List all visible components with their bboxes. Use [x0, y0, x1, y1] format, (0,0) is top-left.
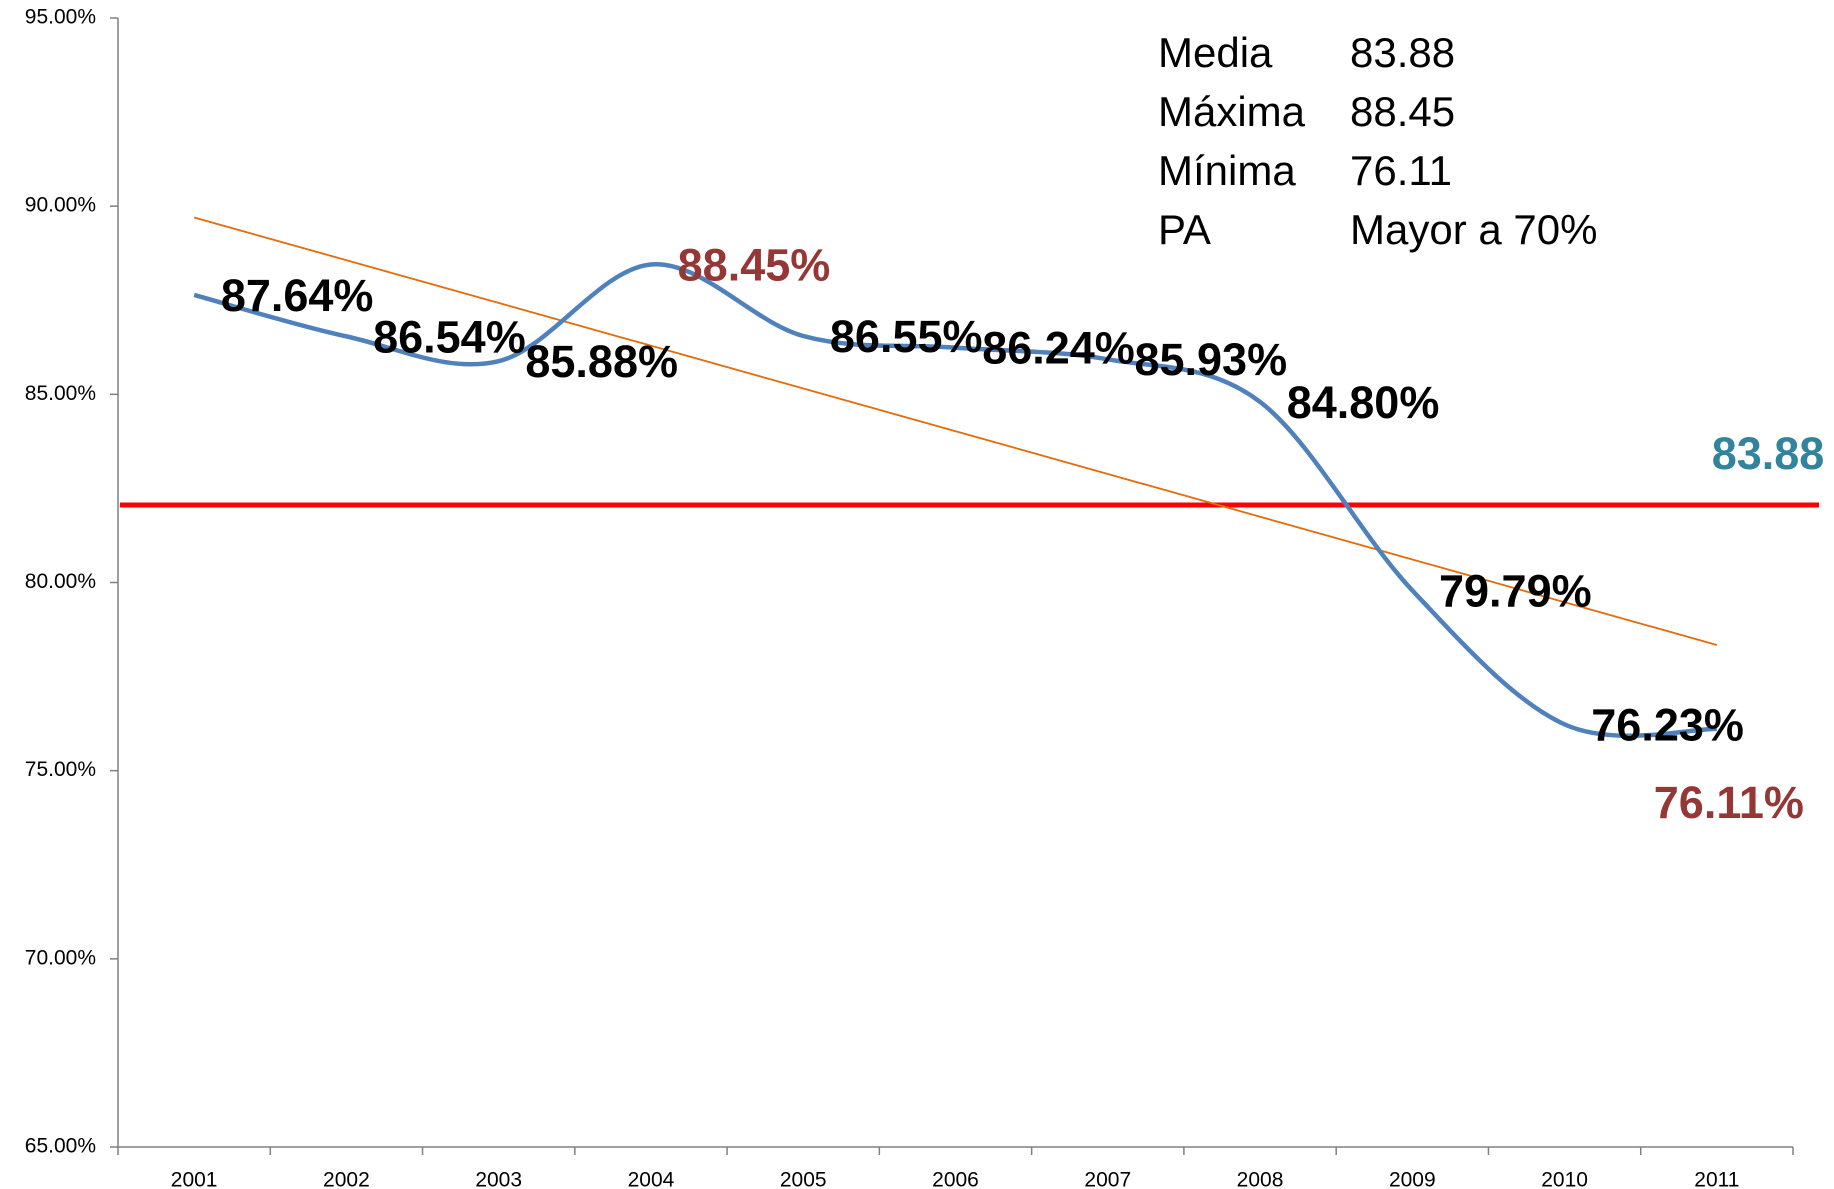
x-tick-label: 2003 [475, 1169, 522, 1189]
x-tick-label: 2010 [1541, 1169, 1588, 1189]
x-tick-label: 2004 [628, 1169, 675, 1189]
data-label: 76.11% [1654, 777, 1804, 828]
y-tick-label: 65.00% [25, 1135, 96, 1158]
data-label: 79.79% [1439, 565, 1592, 616]
stat-value: 88.45 [1350, 88, 1455, 135]
x-tick-label: 2007 [1084, 1169, 1131, 1189]
stat-label: Media [1158, 29, 1273, 76]
data-label: 86.55% [830, 311, 983, 362]
y-tick-label: 85.00% [25, 382, 96, 405]
x-tick-label: 2009 [1389, 1169, 1436, 1189]
stat-value: 83.88 [1350, 29, 1455, 76]
x-tick-label: 2005 [780, 1169, 827, 1189]
stat-label: Mínima [1158, 147, 1296, 194]
y-tick-label: 95.00% [25, 6, 96, 29]
stat-label: PA [1158, 206, 1211, 253]
data-label: 86.54% [373, 311, 526, 362]
stat-label: Máxima [1158, 88, 1306, 135]
stat-value: Mayor a 70% [1350, 206, 1597, 253]
data-label: 85.88% [525, 336, 678, 387]
x-tick-label: 2002 [323, 1169, 370, 1189]
stat-value: 76.11 [1350, 147, 1452, 194]
data-label: 85.93% [1134, 334, 1287, 385]
x-tick-label: 2011 [1694, 1169, 1739, 1189]
data-label: 76.23% [1591, 699, 1744, 750]
data-label: 88.45% [678, 239, 831, 290]
y-tick-label: 75.00% [25, 758, 96, 781]
data-label: 84.80% [1287, 377, 1440, 428]
trend-line [193, 216, 1718, 646]
y-tick-label: 80.00% [25, 570, 96, 593]
series-line [193, 262, 1717, 738]
y-tick-label: 90.00% [25, 194, 96, 217]
y-tick-label: 70.00% [25, 946, 96, 969]
x-tick-label: 2008 [1237, 1169, 1284, 1189]
x-tick-label: 2001 [171, 1169, 218, 1189]
data-label: 87.64% [221, 270, 374, 321]
x-tick-label: 2006 [932, 1169, 979, 1189]
data-label: 86.24% [982, 323, 1135, 374]
reference-annotation: 83.88 [1712, 428, 1825, 479]
